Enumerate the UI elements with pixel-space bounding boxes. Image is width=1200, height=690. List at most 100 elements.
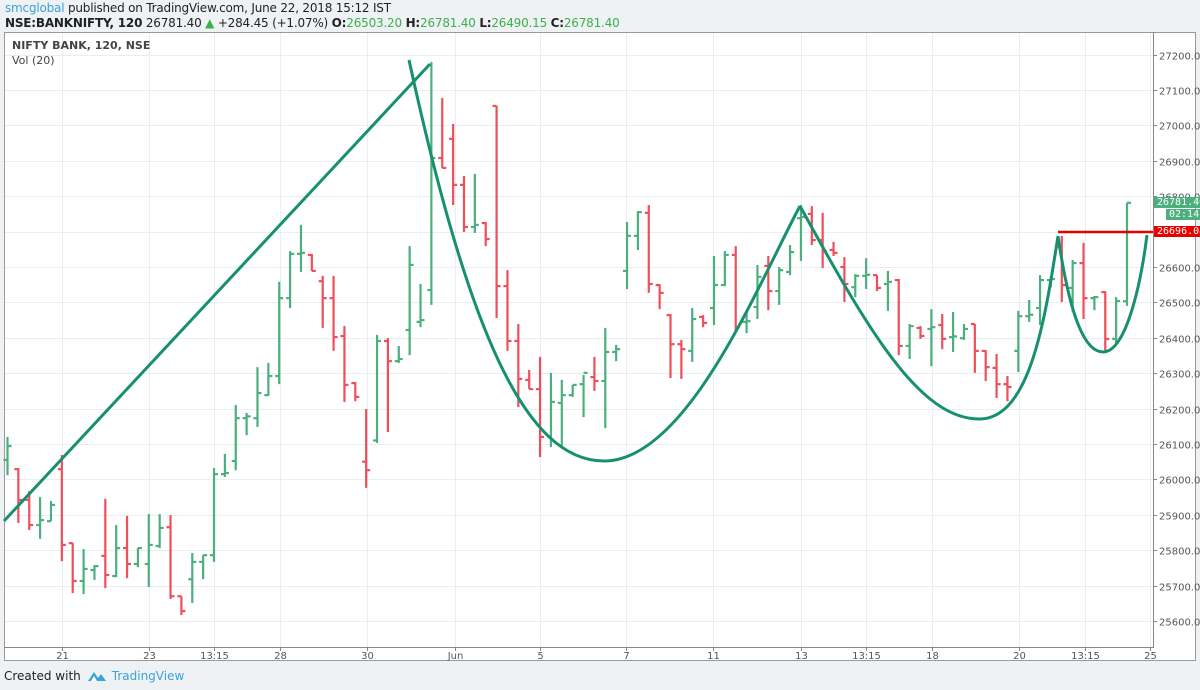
ohlc-bar (112, 525, 121, 578)
rising-trendline[interactable] (2, 62, 432, 523)
price-axis-label: 26000.00 (1159, 476, 1200, 487)
ohlc-bar (1003, 376, 1012, 402)
ohlc-bar (970, 322, 979, 373)
price-axis-label: 26200.00 (1159, 406, 1200, 417)
ohlc-bar (1090, 295, 1099, 311)
time-axis-label: 13 (795, 651, 808, 662)
series-title: NIFTY BANK, 120, NSE (12, 39, 151, 52)
price-axis-label: 25900.00 (1159, 512, 1200, 523)
ohlc-bar (796, 205, 805, 261)
price-axis-labels[interactable]: 27200.0027100.0027000.0026900.0026800.00… (1153, 52, 1200, 629)
brand-label: TradingView (111, 669, 185, 683)
ohlc-bar (938, 314, 947, 350)
ohlc-bar (296, 224, 305, 272)
ohlc-bar (351, 382, 360, 402)
created-with-label: Created with (4, 669, 81, 683)
ohlc-bar (318, 275, 327, 328)
ohlc-bar (25, 491, 34, 531)
ohlc-bar (68, 542, 77, 594)
ohlc-bar (590, 356, 599, 391)
ohlc-bar (144, 514, 153, 588)
time-axis-label: 13:15 (200, 651, 229, 662)
ohlc-bar (36, 497, 45, 539)
price-axis-label: 26500.00 (1159, 299, 1200, 310)
handle-curve[interactable] (1056, 234, 1149, 354)
ohlc-bar (57, 454, 66, 562)
ohlc-bar (253, 367, 262, 428)
time-axis-label: 30 (361, 651, 374, 662)
grid-lines (5, 33, 1153, 647)
ohlc-bar (677, 339, 686, 379)
ohlc-bar (383, 338, 392, 432)
ohlc-bar (438, 98, 447, 169)
time-axis-label: 28 (274, 651, 287, 662)
ohlc-bar (905, 323, 914, 360)
open-label: O: (331, 16, 347, 30)
ohlc-bar (210, 468, 219, 562)
time-axis-label: 13:15 (1071, 651, 1100, 662)
ohlc-bar (633, 211, 642, 251)
ohlc-bar (3, 436, 12, 476)
open-value: 26503.20 (346, 16, 402, 30)
ohlc-bar (416, 283, 425, 328)
ohlc-bar (731, 246, 740, 332)
ohlc-bar (503, 270, 512, 351)
ohlc-bar (981, 349, 990, 381)
ohlc-bar (79, 549, 88, 595)
ohlc-bar (470, 173, 479, 234)
time-axis-label: 13:15 (852, 651, 881, 662)
ohlc-bar (862, 258, 871, 289)
drawings-layer[interactable] (2, 59, 1153, 523)
second-bottom-curve[interactable] (798, 205, 1060, 421)
level-price-tag: 26696.08 (1154, 226, 1200, 237)
ohlc-bar (894, 278, 903, 356)
ohlc-bar (362, 408, 371, 488)
price-axis-label: 25700.00 (1159, 583, 1200, 594)
ohlc-bar (536, 356, 545, 458)
ohlc-bar (427, 62, 436, 305)
tradingview-logo-icon (87, 672, 106, 681)
symbol-label: NSE:BANKNIFTY, 120 (5, 16, 143, 30)
price-axis-label: 27000.00 (1159, 122, 1200, 133)
time-axis-label: 7 (623, 651, 629, 662)
ohlc-bar (829, 241, 838, 257)
time-axis-labels[interactable]: 21 23 13:15 28 30 Jun 5 7 11 13 13:15 18 20 13:15 25 (56, 647, 1157, 662)
ohlc-bar (557, 379, 566, 448)
ohlc-bar (1112, 297, 1121, 344)
ohlc-bar (883, 270, 892, 311)
volume-indicator-label[interactable]: Vol (20) (12, 54, 55, 67)
high-label: H: (405, 16, 421, 30)
ohlc-bar (1025, 299, 1034, 322)
ohlc-bar (623, 222, 632, 289)
ohlc-bar (1101, 291, 1110, 352)
symbol-info-line: NSE:BANKNIFTY, 120 26781.40 ▲ +284.45 (+… (5, 16, 620, 30)
ohlc-bar (90, 565, 99, 580)
ohlc-bar (601, 327, 610, 429)
ohlc-bar (514, 323, 523, 408)
ohlc-bar (492, 104, 501, 318)
published-text: published on TradingView.com, June 22, 2… (64, 1, 391, 15)
ohlc-bar (101, 498, 110, 589)
price-axis-label: 26600.00 (1159, 264, 1200, 275)
ohlc-bar (644, 205, 653, 293)
ohlc-bar (709, 256, 718, 326)
ohlc-bar (307, 253, 316, 272)
ohlc-bar (1123, 201, 1131, 306)
ohlc-bar (655, 283, 664, 310)
ohlc-bar (525, 370, 534, 391)
ohlc-bar (851, 274, 860, 298)
ohlc-bar (405, 246, 414, 356)
time-axis-label: 11 (707, 651, 720, 662)
ohlc-bar (1079, 242, 1088, 320)
ohlc-bar (927, 309, 936, 367)
tradingview-brand-link[interactable]: TradingView (87, 669, 185, 683)
ohlc-bar (1014, 310, 1023, 373)
ohlc-bar (275, 281, 284, 385)
ohlc-bar (666, 314, 675, 379)
author-link[interactable]: smcglobal (5, 1, 65, 15)
ohlc-bar (612, 344, 621, 362)
cup-curve[interactable] (407, 59, 802, 463)
time-axis-label: 5 (537, 651, 543, 662)
publish-info: smcglobal published on TradingView.com, … (5, 1, 391, 15)
